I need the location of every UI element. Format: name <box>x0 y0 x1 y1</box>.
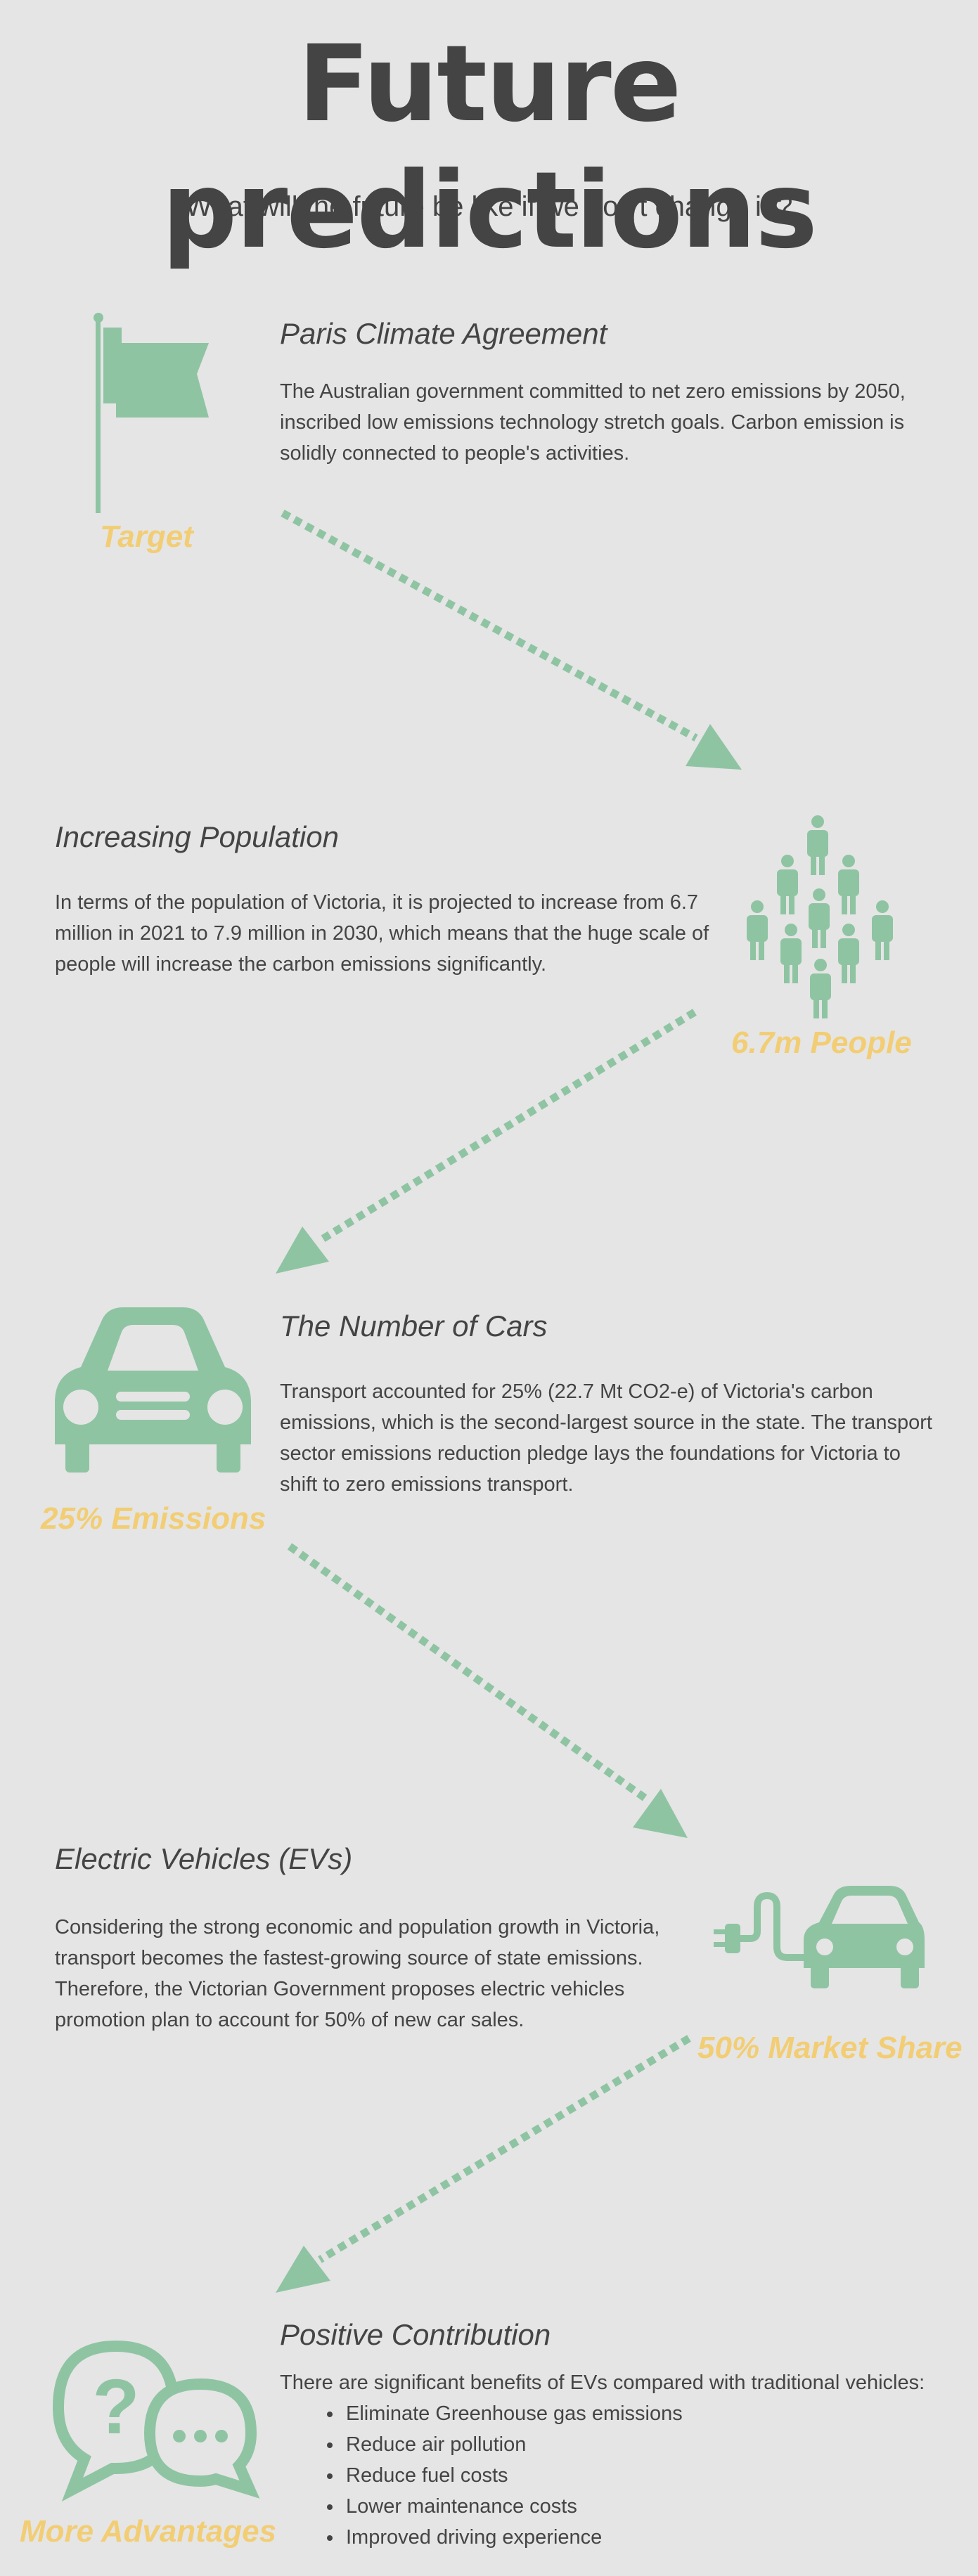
flag-icon <box>94 313 209 513</box>
benefits-list: Eliminate Greenhouse gas emissions Reduc… <box>280 2398 683 2553</box>
body-paris-climate-agreement: The Australian government committed to n… <box>280 380 906 465</box>
car-icon <box>55 1307 251 1473</box>
arrow-3 <box>287 1543 688 1838</box>
body-positive-contribution: There are significant benefits of EVs co… <box>280 2371 925 2394</box>
list-item: Reduce air pollution <box>343 2429 683 2460</box>
caption-emissions: 25% Emissions <box>41 1501 266 1536</box>
list-item: Reduce fuel costs <box>343 2460 683 2491</box>
question-chat-icon: ? <box>52 2340 260 2502</box>
heading-number-of-cars: The Number of Cars <box>280 1309 548 1342</box>
list-item: Eliminate Greenhouse gas emissions <box>343 2398 683 2429</box>
caption-people: 6.7m People <box>731 1025 912 1060</box>
heading-positive-contribution: Positive Contribution <box>280 2318 551 2351</box>
heading-electric-vehicles: Electric Vehicles (EVs) <box>55 1842 353 1875</box>
heading-increasing-population: Increasing Population <box>55 820 339 853</box>
body-number-of-cars: Transport accounted for 25% (22.7 Mt CO2… <box>280 1380 932 1496</box>
arrow-1 <box>281 510 742 770</box>
caption-more-advantages: More Advantages <box>20 2514 277 2549</box>
page-title: Future predictions <box>161 23 818 272</box>
list-item: Lower maintenance costs <box>343 2491 683 2522</box>
arrow-4 <box>276 2035 691 2293</box>
svg-text:?: ? <box>92 2364 139 2450</box>
people-group-icon <box>747 815 893 1018</box>
list-item: Improved driving experience <box>343 2522 683 2553</box>
body-increasing-population: In terms of the population of Victoria, … <box>55 891 709 976</box>
caption-market-share: 50% Market Share <box>697 2031 963 2065</box>
caption-target: Target <box>100 519 193 554</box>
body-electric-vehicles: Considering the strong economic and popu… <box>55 1916 660 2031</box>
arrow-2 <box>276 1009 697 1274</box>
page-subtitle: What will the future be like if we don't… <box>185 191 793 222</box>
electric-car-icon <box>714 1886 925 1988</box>
heading-paris-climate-agreement: Paris Climate Agreement <box>280 317 607 350</box>
